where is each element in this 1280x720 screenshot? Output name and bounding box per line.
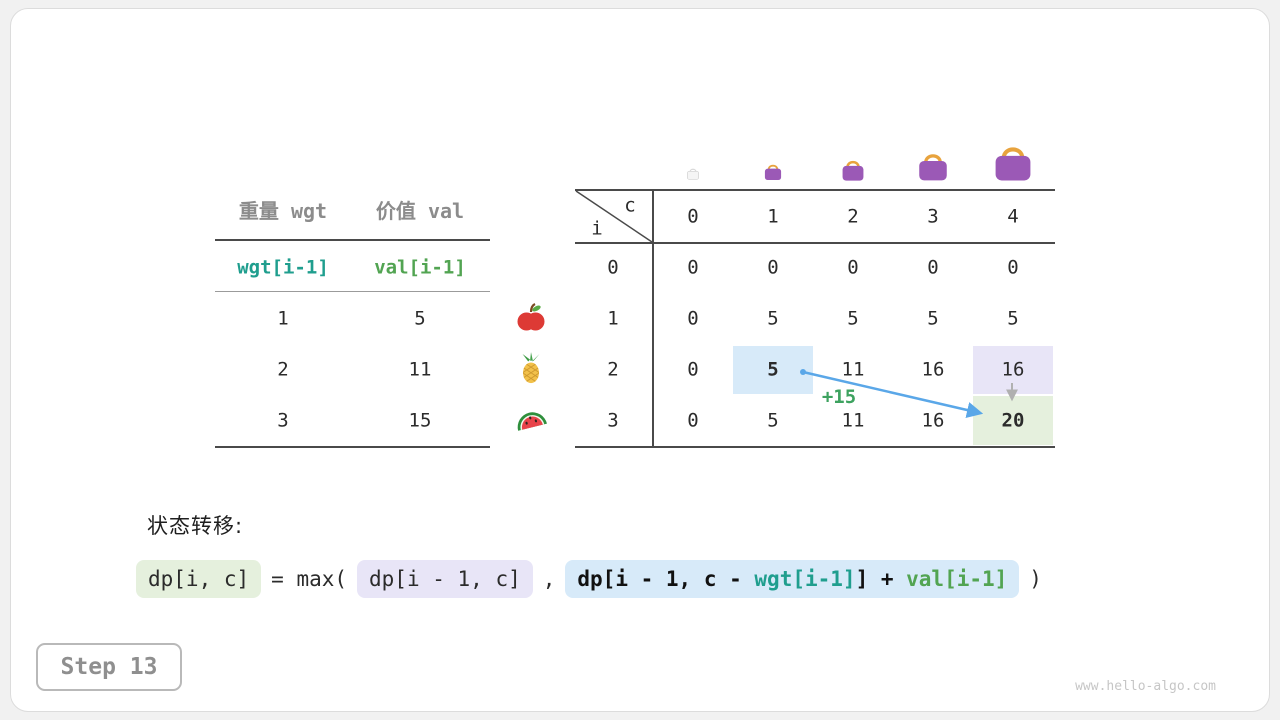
item-1-value: 5 (414, 307, 426, 330)
dp-row-header-0: 0 (607, 256, 619, 279)
item-2-weight: 2 (277, 358, 289, 381)
dp-table-vertical-line (652, 190, 654, 447)
bag-medium-icon (842, 160, 864, 181)
dp-cell-0-3: 0 (927, 256, 939, 279)
dp-cell-3-3: 16 (921, 409, 945, 432)
dp-table-top-line (575, 189, 1055, 191)
transition-formula: dp[i, c] = max( dp[i - 1, c] , dp[i - 1,… (136, 560, 1042, 598)
dp-col-header-2: 2 (847, 205, 859, 228)
dp-cell-2-0: 0 (687, 358, 699, 381)
formula-option2-val: val[i-1] (906, 567, 1008, 591)
dp-cell-2-3: 16 (921, 358, 945, 381)
items-table-bottom-line (215, 446, 490, 448)
dp-cell-2-4-alt: 16 (1001, 358, 1025, 381)
bag-empty-icon (687, 168, 699, 180)
highlight-source-cell (733, 346, 813, 394)
dp-col-header-1: 1 (767, 205, 779, 228)
dp-row-header-2: 2 (607, 358, 619, 381)
dp-cell-1-3: 5 (927, 307, 939, 330)
highlight-target-cell (973, 396, 1053, 445)
bag-large-icon (919, 154, 947, 181)
formula-option2-mid: ] + (855, 567, 907, 591)
items-var-val: val[i-1] (374, 256, 466, 279)
dp-cell-0-4: 0 (1007, 256, 1019, 279)
watermark: www.hello-algo.com (1075, 679, 1216, 694)
highlight-alt-cell (973, 346, 1053, 394)
dp-cell-2-1-source: 5 (767, 358, 779, 381)
items-header-wgt: 重量 wgt (238, 199, 328, 223)
formula-lhs-box: dp[i, c] (136, 560, 262, 598)
item-2-value: 11 (408, 358, 432, 381)
dp-cell-3-2: 11 (841, 409, 865, 432)
step-badge: Step 13 (36, 643, 182, 691)
formula-comma: , (542, 567, 556, 591)
items-var-wgt: wgt[i-1] (237, 256, 329, 279)
formula-close-paren: ) (1029, 567, 1042, 591)
items-table-header-line (215, 239, 490, 241)
formula-option1-box: dp[i - 1, c] (357, 560, 533, 598)
dp-cell-0-1: 0 (767, 256, 779, 279)
bag-small-icon (764, 164, 782, 181)
dp-col-header-0: 0 (687, 205, 699, 228)
item-3-weight: 3 (277, 409, 289, 432)
dp-col-header-4: 4 (1007, 205, 1019, 228)
dp-table-header-line (575, 242, 1055, 244)
bag-xlarge-icon (995, 147, 1031, 181)
dp-cell-2-2: 11 (841, 358, 865, 381)
dp-corner-col-var: c (624, 194, 636, 217)
add-value-annotation: +15 (821, 386, 857, 408)
apple-icon (517, 303, 545, 331)
items-table-sub-line (215, 291, 490, 292)
formula-option2-prefix: dp[i - 1, c - (577, 567, 755, 591)
formula-eq-max: = max( (271, 567, 348, 591)
dp-cell-3-1: 5 (767, 409, 779, 432)
dp-cell-1-0: 0 (687, 307, 699, 330)
formula-option2-wgt: wgt[i-1] (754, 567, 856, 591)
items-header-val: 价值 val (375, 199, 465, 223)
dp-col-header-3: 3 (927, 205, 939, 228)
watermelon-icon (517, 412, 547, 431)
dp-row-header-1: 1 (607, 307, 619, 330)
dp-cell-3-0: 0 (687, 409, 699, 432)
dp-cell-0-0: 0 (687, 256, 699, 279)
dp-cell-1-2: 5 (847, 307, 859, 330)
dp-cell-0-2: 0 (847, 256, 859, 279)
transition-title: 状态转移: (147, 514, 244, 538)
dp-corner-row-var: i (591, 217, 603, 240)
dp-cell-1-1: 5 (767, 307, 779, 330)
step-badge-label: Step 13 (60, 654, 158, 680)
pineapple-icon (522, 352, 540, 384)
dp-cell-1-4: 5 (1007, 307, 1019, 330)
dp-table-bottom-line (575, 446, 1055, 448)
item-3-value: 15 (408, 409, 432, 432)
formula-option2-box: dp[i - 1, c - wgt[i-1]] + val[i-1] (565, 560, 1020, 598)
dp-cell-3-4-target: 20 (1001, 409, 1025, 432)
item-1-weight: 1 (277, 307, 289, 330)
figure-card (10, 8, 1270, 712)
dp-row-header-3: 3 (607, 409, 619, 432)
